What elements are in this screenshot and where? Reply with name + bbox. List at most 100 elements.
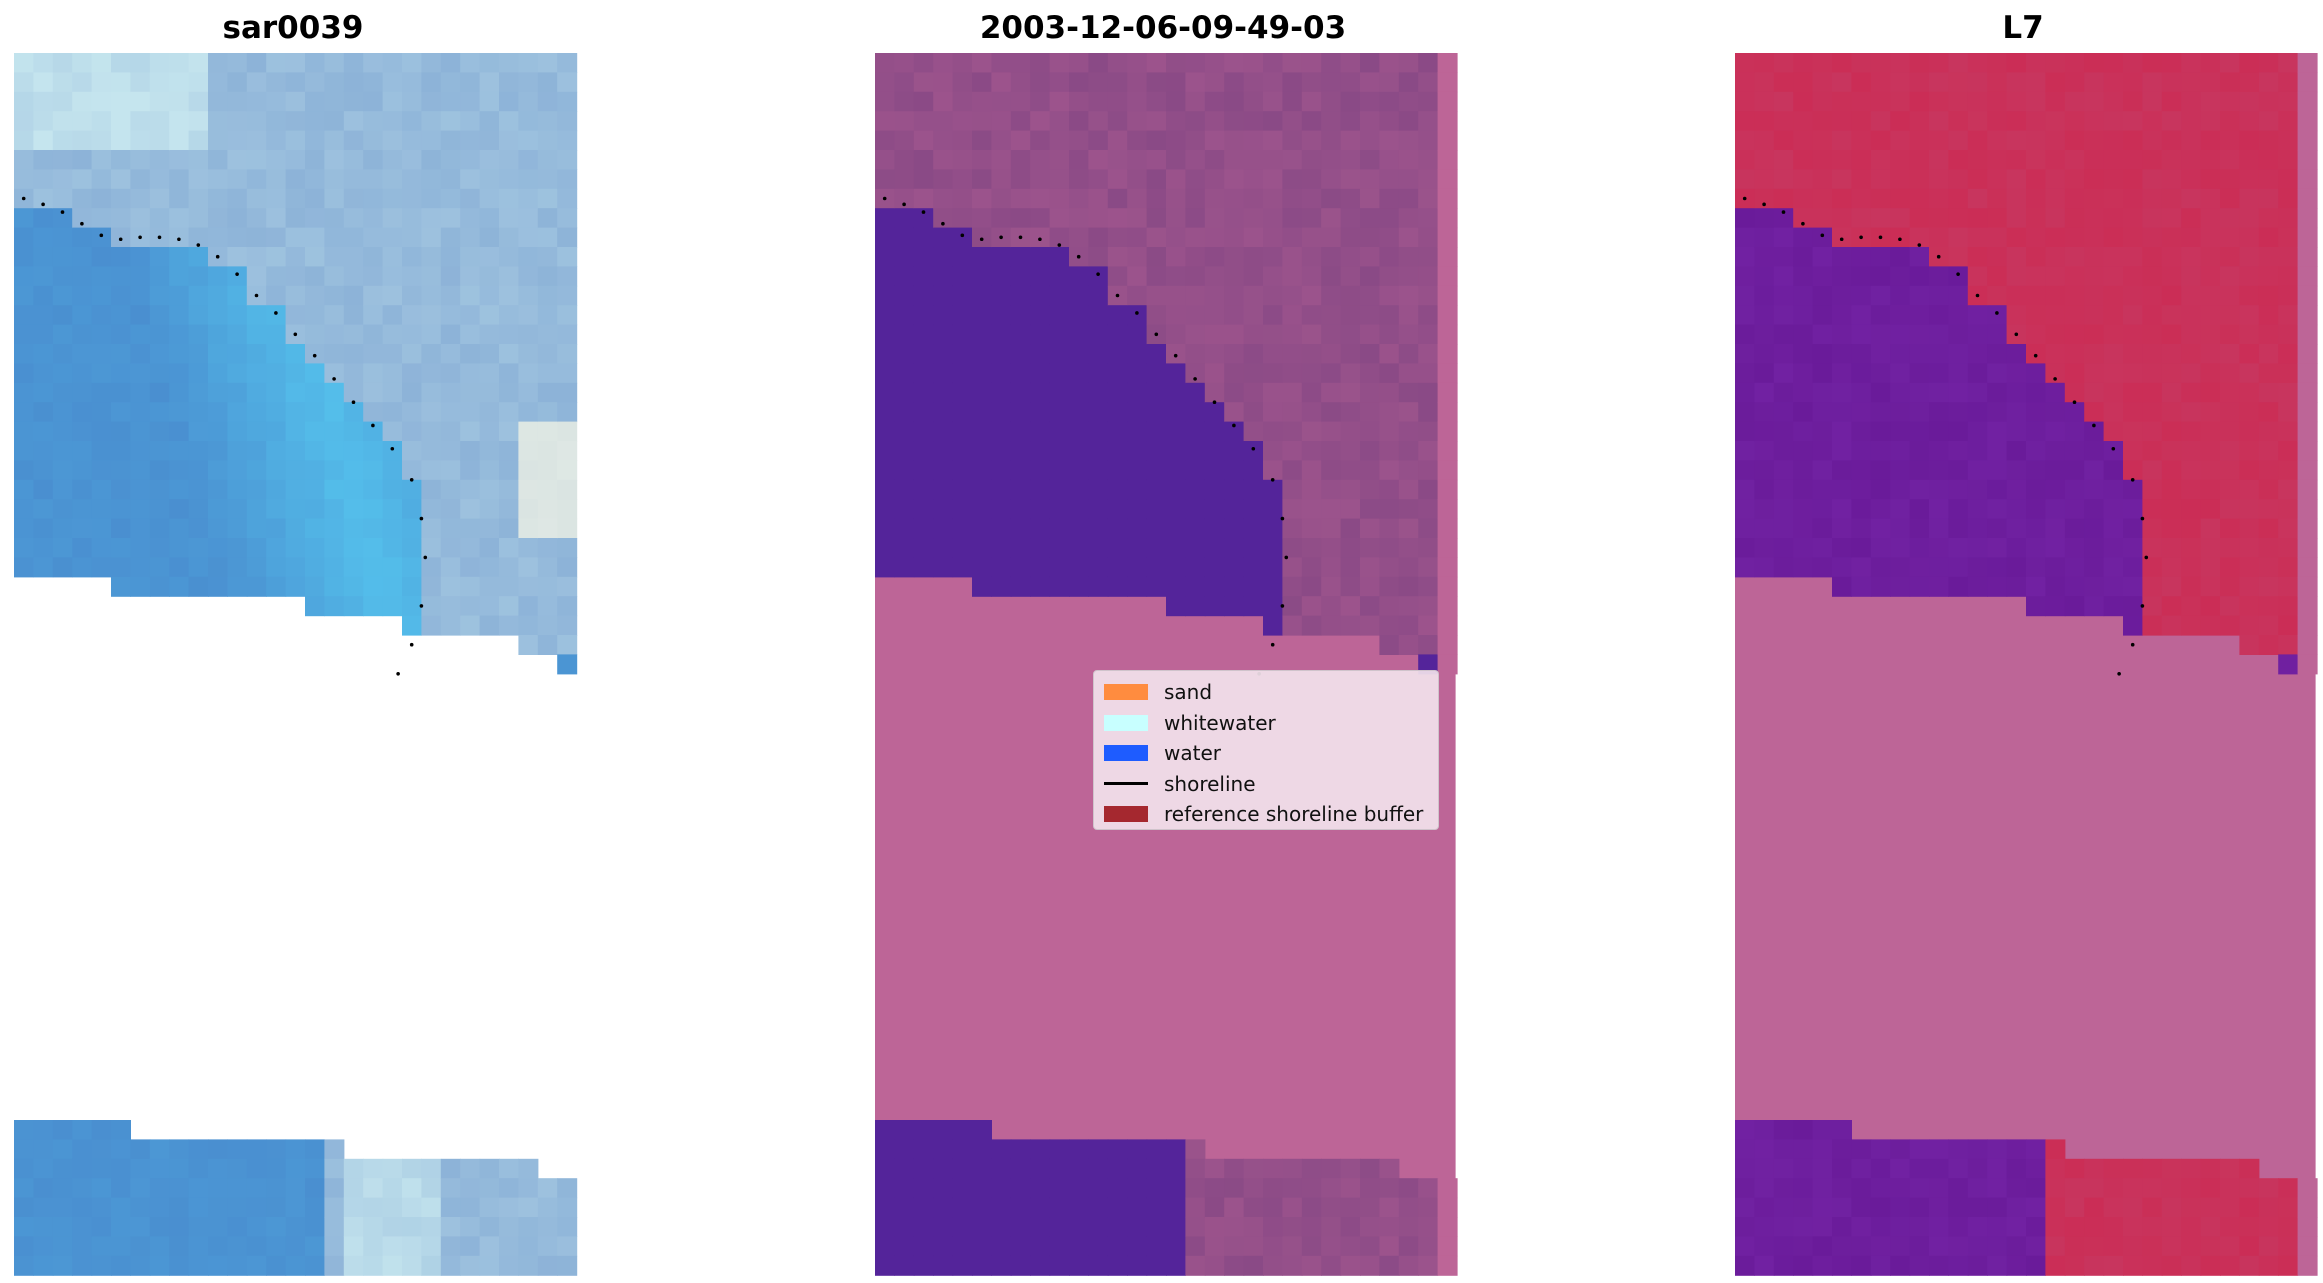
shoreline-point bbox=[1898, 237, 1902, 242]
shoreline-point bbox=[960, 233, 965, 238]
shoreline-point bbox=[21, 196, 26, 201]
shoreline-point bbox=[1801, 221, 1805, 226]
shoreline-point bbox=[902, 202, 906, 207]
shoreline-point bbox=[254, 293, 259, 298]
shoreline-point bbox=[979, 237, 984, 242]
shoreline-point bbox=[215, 254, 220, 259]
shoreline-point bbox=[177, 237, 181, 242]
shoreline-point bbox=[396, 672, 400, 676]
shoreline-point bbox=[80, 221, 84, 226]
legend-item-sand: sand bbox=[1104, 677, 1428, 708]
shoreline-point bbox=[312, 353, 317, 358]
shoreline-point bbox=[1280, 516, 1285, 521]
shoreline-point bbox=[1251, 446, 1256, 451]
panel-title-index: L7 bbox=[2002, 10, 2044, 46]
shoreline-point bbox=[2130, 478, 2135, 482]
shoreline-point bbox=[419, 604, 424, 608]
shoreline-point bbox=[409, 642, 414, 647]
shoreline-point bbox=[371, 423, 375, 428]
shoreline-point bbox=[2033, 353, 2038, 358]
shoreline-point bbox=[409, 478, 414, 482]
shoreline-point bbox=[1173, 353, 1178, 358]
shoreline-point bbox=[1762, 202, 1766, 207]
shoreline-point bbox=[882, 196, 887, 201]
shoreline-point bbox=[1212, 400, 1217, 405]
shoreline-point bbox=[1193, 377, 1197, 381]
legend-swatch bbox=[1104, 782, 1148, 786]
shoreline-point bbox=[941, 221, 945, 226]
shoreline-point bbox=[1270, 642, 1275, 647]
shoreline-point bbox=[1018, 235, 1023, 240]
legend-label: whitewater bbox=[1164, 710, 1276, 735]
shoreline-point bbox=[2140, 604, 2145, 608]
shoreline-point bbox=[423, 555, 428, 560]
shoreline-point bbox=[2092, 423, 2096, 428]
shoreline-point bbox=[274, 311, 278, 315]
shoreline-point bbox=[99, 233, 104, 238]
shoreline-point bbox=[1839, 237, 1844, 242]
shoreline-point bbox=[1135, 311, 1139, 315]
legend-label: reference shoreline buffer bbox=[1164, 802, 1424, 827]
shoreline-point bbox=[1820, 233, 1825, 238]
legend-label: water bbox=[1164, 741, 1221, 766]
legend-item-whitewater: whitewater bbox=[1104, 708, 1428, 739]
shoreline-point bbox=[1057, 243, 1062, 247]
legend-label: sand bbox=[1164, 680, 1213, 705]
shoreline-overlays bbox=[21, 196, 2149, 676]
shoreline-point bbox=[2144, 555, 2149, 560]
shoreline-point bbox=[196, 243, 201, 247]
index-image-panel bbox=[1735, 53, 2318, 1276]
shoreline-point bbox=[2111, 446, 2116, 451]
shoreline-point bbox=[419, 516, 424, 521]
shoreline-point bbox=[1917, 243, 1922, 247]
shoreline-point bbox=[1154, 332, 1159, 337]
shoreline-point bbox=[2130, 642, 2135, 647]
legend-item-shoreline: shoreline bbox=[1104, 769, 1428, 800]
shoreline-point bbox=[2014, 332, 2019, 337]
shoreline-point bbox=[1878, 235, 1883, 240]
shoreline-point bbox=[1742, 196, 1747, 201]
shoreline-point bbox=[999, 235, 1003, 240]
shoreline-point bbox=[1038, 237, 1042, 242]
legend-item-water: water bbox=[1104, 738, 1428, 769]
shoreline-point bbox=[1284, 555, 1289, 560]
shoreline-point bbox=[60, 210, 65, 214]
shoreline-point bbox=[1781, 210, 1786, 214]
shoreline-point bbox=[1232, 423, 1236, 428]
rgb-image-panel bbox=[14, 53, 578, 1276]
classified-image-panel bbox=[875, 53, 1458, 1276]
shoreline-point bbox=[2072, 400, 2077, 405]
shoreline-point bbox=[2140, 516, 2145, 521]
shoreline-point bbox=[390, 446, 395, 451]
legend-label: shoreline bbox=[1164, 771, 1256, 796]
shoreline-point bbox=[1076, 254, 1081, 259]
shoreline-point bbox=[138, 235, 142, 240]
shoreline-point bbox=[1936, 254, 1941, 259]
shoreline-point bbox=[2053, 377, 2057, 381]
shoreline-point bbox=[351, 400, 356, 405]
shoreline-point bbox=[2117, 672, 2121, 676]
shoreline-point bbox=[1280, 604, 1285, 608]
shoreline-point bbox=[1975, 293, 1980, 298]
legend-item-reference-shoreline-buffer: reference shoreline buffer bbox=[1104, 799, 1428, 830]
shoreline-point bbox=[41, 202, 45, 207]
panel-title-rgb: sar0039 bbox=[222, 10, 364, 46]
shoreline-point bbox=[1115, 293, 1120, 298]
legend-swatch bbox=[1104, 714, 1148, 731]
shoreline-point bbox=[1096, 272, 1100, 276]
shoreline-point bbox=[1995, 311, 1999, 315]
legend: sand whitewater water shoreline reference sh… bbox=[1093, 670, 1439, 830]
legend-swatch bbox=[1104, 745, 1148, 762]
shoreline-point bbox=[332, 377, 336, 381]
shoreline-point bbox=[1270, 478, 1275, 482]
shoreline-point bbox=[1956, 272, 1960, 276]
shoreline-point bbox=[1859, 235, 1863, 240]
shoreline-point bbox=[921, 210, 926, 214]
legend-swatch bbox=[1104, 806, 1148, 823]
shoreline-point bbox=[157, 235, 162, 240]
shoreline-point bbox=[293, 332, 298, 337]
shoreline-point bbox=[235, 272, 239, 276]
panel-title-classification: 2003-12-06-09-49-03 bbox=[979, 10, 1347, 46]
legend-swatch bbox=[1104, 684, 1148, 701]
